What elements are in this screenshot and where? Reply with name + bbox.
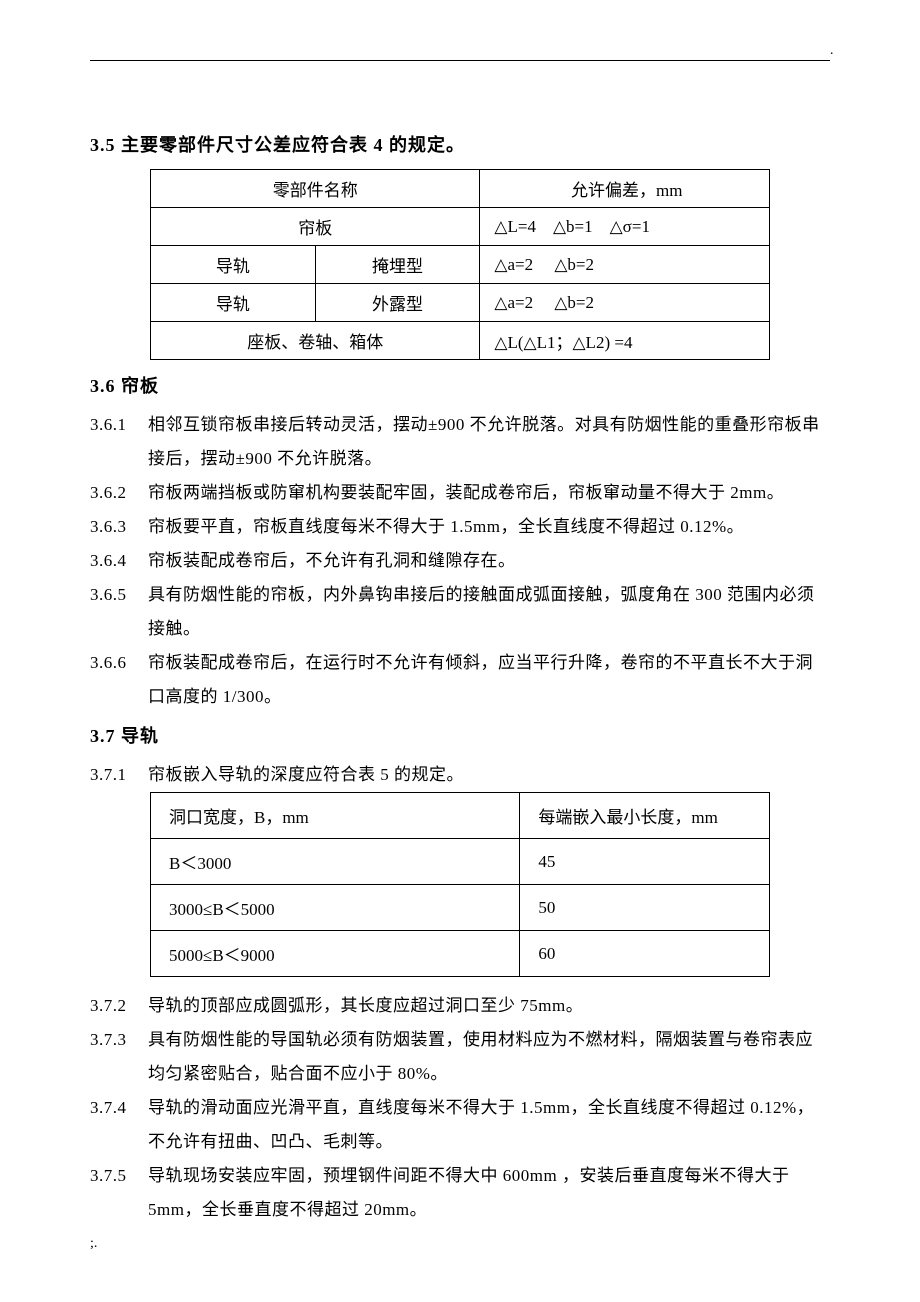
cell-dev: △a=2 △b=2 xyxy=(480,284,770,322)
cell-dev: △L(△L1；△L2) =4 xyxy=(480,322,770,360)
cell-part: 座板、卷轴、箱体 xyxy=(151,322,480,360)
clause-num: 3.6.3 xyxy=(90,510,148,544)
tolerance-table: 零部件名称 允许偏差，mm 帘板 △L=4 △b=1 △σ=1 导轨 掩埋型 △… xyxy=(150,169,770,360)
clause-text: 帘板两端挡板或防窜机构要装配牢固，装配成卷帘后，帘板窜动量不得大于 2mm。 xyxy=(148,476,830,510)
clause-text: 导轨的顶部应成圆弧形，其长度应超过洞口至少 75mm。 xyxy=(148,989,830,1023)
clause-num: 3.6.2 xyxy=(90,476,148,510)
clause-num: 3.6.1 xyxy=(90,408,148,476)
table-row: B＜3000 45 xyxy=(151,839,770,885)
table-row: 导轨 外露型 △a=2 △b=2 xyxy=(151,284,770,322)
table-row: 帘板 △L=4 △b=1 △σ=1 xyxy=(151,208,770,246)
cell-depth: 45 xyxy=(520,839,770,885)
depth-table: 洞口宽度，B，mm 每端嵌入最小长度，mm B＜3000 45 3000≤B＜5… xyxy=(150,792,770,977)
clause-3-6-6: 3.6.6 帘板装配成卷帘后，在运行时不允许有倾斜，应当平行升降，卷帘的不平直长… xyxy=(90,646,830,714)
table-row: 3000≤B＜5000 50 xyxy=(151,885,770,931)
clause-text: 帘板要平直，帘板直线度每米不得大于 1.5mm，全长直线度不得超过 0.12%。 xyxy=(148,510,830,544)
th-width: 洞口宽度，B，mm xyxy=(151,793,520,839)
clause-text: 帘板装配成卷帘后，在运行时不允许有倾斜，应当平行升降，卷帘的不平直长不大于洞口高… xyxy=(148,646,830,714)
cell-depth: 50 xyxy=(520,885,770,931)
table-header-row: 零部件名称 允许偏差，mm xyxy=(151,170,770,208)
th-deviation: 允许偏差，mm xyxy=(480,170,770,208)
clause-text: 相邻互锁帘板串接后转动灵活，摆动±900 不允许脱落。对具有防烟性能的重叠形帘板… xyxy=(148,408,830,476)
th-depth: 每端嵌入最小长度，mm xyxy=(520,793,770,839)
clause-num: 3.6.4 xyxy=(90,544,148,578)
clause-3-7-2: 3.7.2 导轨的顶部应成圆弧形，其长度应超过洞口至少 75mm。 xyxy=(90,989,830,1023)
clause-text: 导轨的滑动面应光滑平直，直线度每米不得大于 1.5mm，全长直线度不得超过 0.… xyxy=(148,1091,830,1159)
clause-text: 具有防烟性能的导国轨必须有防烟装置，使用材料应为不燃材料，隔烟装置与卷帘表应均匀… xyxy=(148,1023,830,1091)
clause-num: 3.7.4 xyxy=(90,1091,148,1159)
th-part-name: 零部件名称 xyxy=(151,170,480,208)
clause-3-6-2: 3.6.2 帘板两端挡板或防窜机构要装配牢固，装配成卷帘后，帘板窜动量不得大于 … xyxy=(90,476,830,510)
clause-num: 3.6.5 xyxy=(90,578,148,646)
clause-num: 3.6.6 xyxy=(90,646,148,714)
table-row: 座板、卷轴、箱体 △L(△L1；△L2) =4 xyxy=(151,322,770,360)
section-3-5-heading: 3.5 主要零部件尺寸公差应符合表 4 的规定。 xyxy=(90,131,830,157)
clause-text: 帘板装配成卷帘后，不允许有孔洞和缝隙存在。 xyxy=(148,544,830,578)
clause-text: 具有防烟性能的帘板，内外鼻钩串接后的接触面成弧面接触，弧度角在 300 范围内必… xyxy=(148,578,830,646)
cell-subtype: 掩埋型 xyxy=(315,246,480,284)
clause-3-7-4: 3.7.4 导轨的滑动面应光滑平直，直线度每米不得大于 1.5mm，全长直线度不… xyxy=(90,1091,830,1159)
cell-part: 导轨 xyxy=(151,284,316,322)
section-3-7-heading: 3.7 导轨 xyxy=(90,722,830,748)
table-row: 导轨 掩埋型 △a=2 △b=2 xyxy=(151,246,770,284)
clause-3-6-4: 3.6.4 帘板装配成卷帘后，不允许有孔洞和缝隙存在。 xyxy=(90,544,830,578)
cell-part: 帘板 xyxy=(151,208,480,246)
cell-width: 3000≤B＜5000 xyxy=(151,885,520,931)
clause-3-7-3: 3.7.3 具有防烟性能的导国轨必须有防烟装置，使用材料应为不燃材料，隔烟装置与… xyxy=(90,1023,830,1091)
footer-mark: ;. xyxy=(90,1236,97,1252)
clause-3-7-1: 3.7.1 帘板嵌入导轨的深度应符合表 5 的规定。 xyxy=(90,758,830,792)
clause-3-6-5: 3.6.5 具有防烟性能的帘板，内外鼻钩串接后的接触面成弧面接触，弧度角在 30… xyxy=(90,578,830,646)
section-3-6-heading: 3.6 帘板 xyxy=(90,372,830,398)
clause-3-6-1: 3.6.1 相邻互锁帘板串接后转动灵活，摆动±900 不允许脱落。对具有防烟性能… xyxy=(90,408,830,476)
cell-part: 导轨 xyxy=(151,246,316,284)
top-rule xyxy=(90,60,830,61)
clause-num: 3.7.3 xyxy=(90,1023,148,1091)
clause-text: 导轨现场安装应牢固，预埋钢件间距不得大中 600mm ，安装后垂直度每米不得大于… xyxy=(148,1159,830,1227)
cell-dev: △a=2 △b=2 xyxy=(480,246,770,284)
clause-3-7-5: 3.7.5 导轨现场安装应牢固，预埋钢件间距不得大中 600mm ，安装后垂直度… xyxy=(90,1159,830,1227)
cell-depth: 60 xyxy=(520,931,770,977)
cell-width: B＜3000 xyxy=(151,839,520,885)
clause-num: 3.7.1 xyxy=(90,758,148,792)
cell-width: 5000≤B＜9000 xyxy=(151,931,520,977)
clause-text: 帘板嵌入导轨的深度应符合表 5 的规定。 xyxy=(148,758,830,792)
clause-num: 3.7.2 xyxy=(90,989,148,1023)
clause-num: 3.7.5 xyxy=(90,1159,148,1227)
table-header-row: 洞口宽度，B，mm 每端嵌入最小长度，mm xyxy=(151,793,770,839)
cell-dev: △L=4 △b=1 △σ=1 xyxy=(480,208,770,246)
cell-subtype: 外露型 xyxy=(315,284,480,322)
clause-3-6-3: 3.6.3 帘板要平直，帘板直线度每米不得大于 1.5mm，全长直线度不得超过 … xyxy=(90,510,830,544)
table-row: 5000≤B＜9000 60 xyxy=(151,931,770,977)
